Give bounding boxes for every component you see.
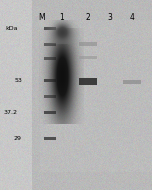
Text: M: M (39, 13, 45, 22)
Text: 3: 3 (108, 13, 112, 22)
Text: 37.2: 37.2 (4, 109, 18, 115)
Text: 53: 53 (14, 78, 22, 82)
Text: 4: 4 (130, 13, 134, 22)
Text: 29: 29 (14, 135, 22, 140)
Text: 2: 2 (86, 13, 90, 22)
Text: 1: 1 (60, 13, 64, 22)
Text: kDa: kDa (5, 25, 18, 31)
